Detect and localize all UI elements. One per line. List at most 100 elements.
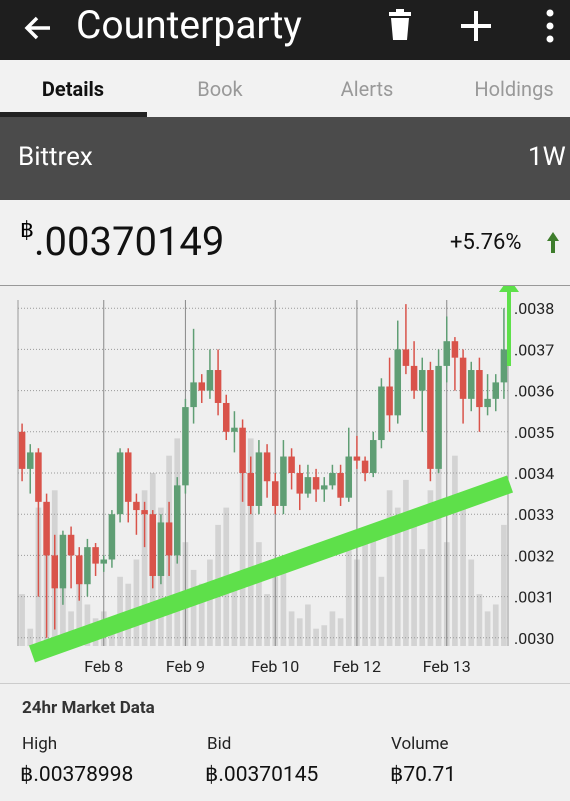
volume-bar bbox=[19, 594, 25, 646]
candle-body bbox=[280, 456, 287, 506]
candle-body bbox=[296, 473, 304, 494]
volume-bar bbox=[484, 611, 491, 646]
tab[interactable]: Alerts bbox=[340, 77, 394, 101]
delete-button[interactable] bbox=[386, 8, 416, 42]
tab[interactable]: Details bbox=[41, 77, 105, 101]
annotation-line bbox=[28, 475, 514, 663]
volume-bar bbox=[305, 604, 311, 646]
tab-bar: Details Book Alerts Holdings bbox=[0, 60, 570, 117]
candle-body bbox=[361, 460, 369, 473]
candle-body bbox=[459, 357, 467, 399]
volume-bar bbox=[60, 576, 66, 646]
candle-body bbox=[410, 365, 418, 391]
candle-body bbox=[239, 427, 246, 473]
candle-body bbox=[402, 349, 410, 366]
candle-body bbox=[500, 349, 508, 383]
candle-body bbox=[67, 534, 75, 556]
y-tick-label: .0032 bbox=[514, 546, 554, 565]
candle-body bbox=[141, 510, 148, 515]
candle-body bbox=[108, 514, 116, 560]
candle-body bbox=[206, 370, 214, 391]
volume-bar bbox=[345, 549, 352, 646]
tab[interactable]: Holdings bbox=[474, 77, 554, 101]
exchange-bar: Bittrex 1W bbox=[0, 117, 570, 200]
app-title: Counterparty bbox=[76, 2, 302, 48]
volume-bar bbox=[109, 625, 115, 646]
candle-body bbox=[18, 431, 26, 469]
volume-bar bbox=[403, 479, 409, 646]
add-button[interactable] bbox=[458, 8, 494, 44]
price-change: +5.76% bbox=[450, 230, 522, 255]
chart: .0030 .0031 .0032 .0033 .0034 .0035 .0036 .0037… bbox=[17, 286, 554, 676]
candle-body bbox=[304, 477, 312, 494]
candle-body bbox=[231, 427, 238, 432]
candle-body bbox=[386, 386, 393, 416]
currency-symbol: ฿ bbox=[20, 218, 34, 243]
candle-body bbox=[353, 456, 361, 461]
candle-body bbox=[320, 485, 328, 490]
candle-body bbox=[288, 456, 295, 473]
candle-body bbox=[222, 402, 230, 432]
exchange-name[interactable]: Bittrex bbox=[18, 142, 93, 172]
candle-body bbox=[43, 501, 50, 556]
candle-body bbox=[165, 522, 173, 556]
stat-label: Volume bbox=[391, 734, 449, 754]
x-tick-label: Feb 9 bbox=[166, 657, 205, 676]
volume-bar bbox=[76, 559, 83, 646]
volume-bar bbox=[247, 438, 254, 646]
period[interactable]: 1W bbox=[528, 142, 566, 172]
price: .00370149 bbox=[34, 218, 225, 265]
volume-bar bbox=[313, 628, 319, 646]
candle-body bbox=[124, 452, 132, 502]
stat-value: ฿70.71 bbox=[390, 763, 457, 787]
x-tick-label: Feb 13 bbox=[423, 657, 471, 676]
volume-bar bbox=[501, 524, 507, 646]
x-tick-label: Feb 10 bbox=[251, 657, 299, 676]
tab-indicator bbox=[0, 112, 147, 117]
back-button[interactable] bbox=[20, 10, 56, 46]
candle-body bbox=[337, 473, 344, 498]
volume-bar bbox=[411, 514, 417, 646]
stat-value: ฿.00378998 bbox=[20, 763, 134, 787]
candle-body bbox=[190, 382, 197, 408]
more-button[interactable] bbox=[540, 8, 560, 44]
price-row: ฿ .00370149 +5.76% bbox=[0, 200, 570, 286]
candle-body bbox=[263, 452, 271, 482]
candle-body bbox=[26, 452, 34, 469]
candle-body bbox=[157, 522, 165, 576]
volume-bar bbox=[321, 625, 328, 646]
up-arrow bbox=[547, 232, 559, 253]
stat-value: ฿.00370145 bbox=[205, 763, 319, 787]
volume-bar bbox=[329, 611, 336, 646]
app-bar: Counterparty bbox=[0, 0, 570, 60]
candle-body bbox=[149, 514, 157, 576]
candle-body bbox=[100, 559, 108, 564]
candle-body bbox=[133, 501, 140, 511]
candle-body bbox=[173, 485, 181, 556]
candle-body bbox=[84, 547, 91, 585]
volume-bar bbox=[296, 618, 303, 646]
volume-bar bbox=[476, 594, 483, 646]
y-tick-label: .0034 bbox=[514, 464, 554, 483]
candle-body bbox=[75, 555, 83, 585]
candle-body bbox=[312, 477, 320, 490]
volume-bar bbox=[141, 490, 148, 646]
x-tick-label: Feb 8 bbox=[84, 657, 123, 676]
candle-body bbox=[418, 370, 426, 391]
tab[interactable]: Book bbox=[197, 77, 243, 101]
candle-body bbox=[214, 370, 222, 403]
volume-bar bbox=[362, 542, 368, 646]
candle-body bbox=[427, 370, 434, 469]
volume-bar bbox=[239, 455, 246, 646]
y-tick-label: .0033 bbox=[514, 505, 554, 524]
volume-bar bbox=[207, 559, 213, 646]
stat-label: High bbox=[22, 734, 58, 754]
candle-body bbox=[345, 456, 353, 498]
candle-body bbox=[198, 382, 206, 391]
candle-body bbox=[467, 370, 475, 399]
volume-bar bbox=[427, 490, 434, 646]
volume-bar bbox=[68, 611, 74, 646]
volume-bar bbox=[435, 438, 442, 646]
candle-body bbox=[255, 452, 263, 506]
